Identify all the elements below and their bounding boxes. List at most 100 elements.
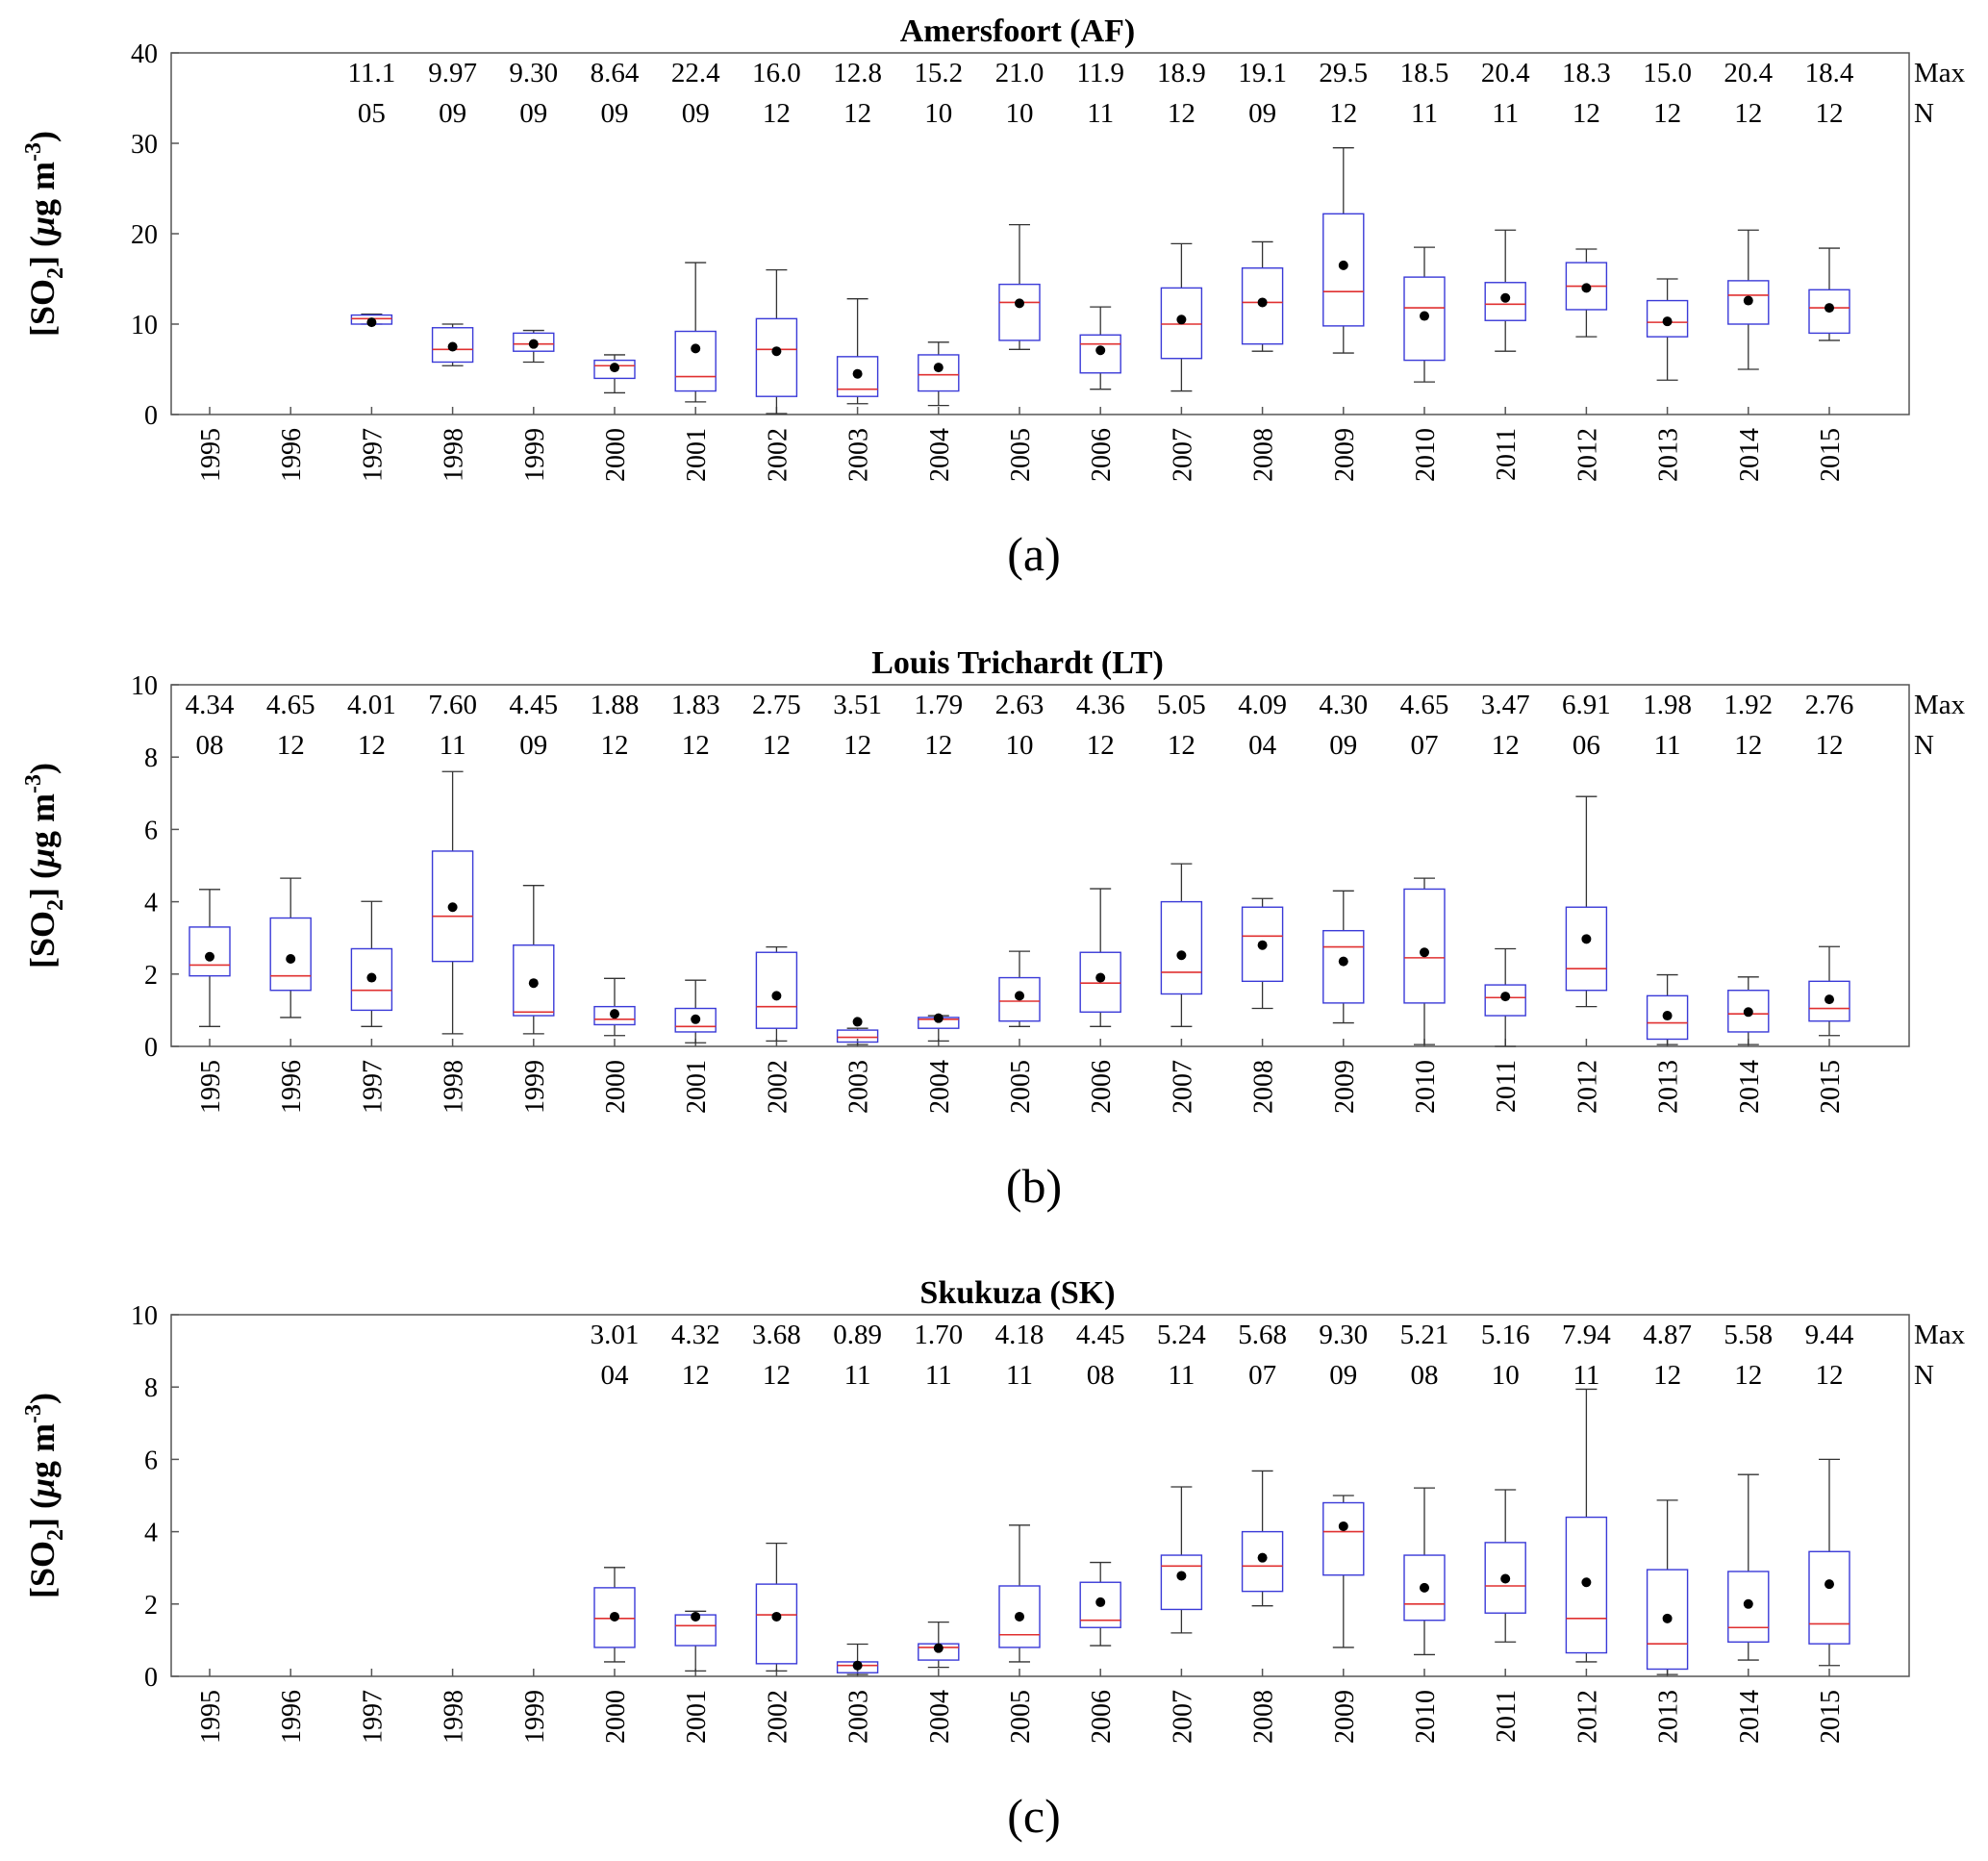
- box-1998: [431, 323, 474, 366]
- max-value-label: 19.1: [1238, 58, 1287, 88]
- iqr-box: [1241, 267, 1284, 345]
- max-value-label: 20.4: [1724, 58, 1773, 88]
- mean-marker: [1015, 298, 1024, 309]
- y-tick-label: 8: [144, 743, 158, 773]
- max-value-label: 1.70: [914, 1320, 963, 1350]
- max-value-label: 15.0: [1643, 58, 1692, 88]
- iqr-box: [1565, 906, 1608, 992]
- n-count-label: 11: [844, 1360, 871, 1391]
- max-value-label: 4.45: [509, 690, 558, 720]
- y-ticks: 0 2 4 6 8 10: [131, 671, 179, 1063]
- box-marks: [593, 1388, 1850, 1675]
- x-tick-label: 2009: [1330, 428, 1360, 482]
- y-tick-label: 4: [144, 1519, 158, 1548]
- box-2011: [1484, 1489, 1526, 1643]
- iqr-box: [1646, 994, 1689, 1041]
- y-tick-label: 30: [131, 130, 158, 160]
- y-tick-label: 2: [144, 961, 158, 991]
- iqr-box: [1079, 334, 1121, 374]
- max-value-label: 0.89: [833, 1320, 882, 1350]
- x-tick-label: 1998: [440, 428, 469, 482]
- panel-title: Amersfoort (AF): [900, 13, 1136, 49]
- n-count-label: 11: [925, 1360, 952, 1391]
- n-count-label: 12: [843, 98, 871, 129]
- n-count-label: 11: [1492, 98, 1519, 129]
- max-value-label: 11.1: [348, 58, 396, 88]
- mean-marker: [1176, 314, 1187, 325]
- iqr-box: [1322, 1501, 1365, 1576]
- mean-marker: [1743, 1598, 1753, 1609]
- box-2011: [1484, 947, 1526, 1047]
- box-2000: [593, 977, 636, 1037]
- n-count-label: 11: [440, 730, 466, 761]
- max-value-label: 4.65: [1400, 690, 1449, 720]
- max-value-label: 5.21: [1400, 1320, 1449, 1350]
- box-2002: [755, 945, 798, 1043]
- x-tick-label: 2000: [601, 1690, 631, 1744]
- n-count-label: 11: [1168, 1360, 1195, 1391]
- iqr-box: [1322, 213, 1365, 327]
- mean-marker: [1338, 260, 1348, 270]
- y-tick-label: 0: [144, 1033, 158, 1063]
- n-count-label: 12: [763, 730, 791, 761]
- box-2000: [593, 1567, 636, 1663]
- mean-marker: [1824, 1579, 1834, 1590]
- x-tick-label: 2009: [1330, 1060, 1360, 1114]
- box-2009: [1322, 147, 1365, 354]
- max-value-label: 18.3: [1562, 58, 1611, 88]
- mean-marker: [528, 978, 539, 989]
- box-2013: [1646, 278, 1689, 381]
- box-2003: [836, 1017, 879, 1045]
- mean-marker: [366, 317, 377, 328]
- x-tick-label: 2005: [1006, 1060, 1036, 1114]
- x-ticks: 1995 1996 1997 1998 1999 2000 2001 2002 2003 2004…: [196, 1669, 1846, 1744]
- x-tick-label: 2007: [1168, 1060, 1197, 1114]
- box-2010: [1403, 246, 1446, 383]
- x-tick-label: 2012: [1573, 1690, 1602, 1744]
- x-tick-label: 2013: [1654, 1060, 1684, 1114]
- n-count-label: 12: [843, 730, 871, 761]
- iqr-box: [1646, 1569, 1689, 1671]
- y-tick-label: 20: [131, 220, 158, 250]
- max-value-label: 12.8: [833, 58, 882, 88]
- max-value-label: 4.36: [1076, 690, 1125, 720]
- max-value-label: 7.60: [428, 690, 477, 720]
- x-tick-label: 2003: [844, 1060, 874, 1114]
- box-2014: [1727, 1473, 1770, 1661]
- mean-marker: [1095, 345, 1106, 356]
- max-value-label: 7.94: [1562, 1320, 1611, 1350]
- max-value-label: 1.92: [1724, 690, 1773, 720]
- x-tick-label: 1996: [277, 428, 307, 482]
- mean-marker: [205, 951, 214, 962]
- x-tick-label: 1995: [196, 1060, 226, 1114]
- max-value-label: 4.01: [347, 690, 396, 720]
- n-count-label: 12: [1734, 98, 1762, 129]
- mean-marker: [1176, 1571, 1187, 1581]
- n-count-label: 12: [1816, 98, 1844, 129]
- box-2002: [755, 1542, 798, 1672]
- mean-marker: [691, 343, 701, 354]
- panel-label: (a): [1007, 527, 1061, 581]
- n-count-label: 05: [358, 98, 386, 129]
- max-value-label: 2.75: [752, 690, 801, 720]
- box-2001: [674, 1610, 717, 1672]
- n-count-label: 11: [1411, 98, 1438, 129]
- mean-marker: [1420, 1582, 1429, 1593]
- max-value-label: 4.30: [1319, 690, 1368, 720]
- mean-marker: [771, 991, 782, 1001]
- iqr-box: [431, 850, 474, 963]
- box-2015: [1808, 945, 1850, 1037]
- n-count-label: 10: [1492, 1360, 1520, 1391]
- max-value-label: 3.47: [1481, 690, 1530, 720]
- x-ticks: 1995 1996 1997 1998 1999 2000 2001 2002 2003 2004…: [196, 1039, 1846, 1114]
- x-tick-label: 2015: [1816, 1060, 1846, 1114]
- n-count-label: 07: [1248, 1360, 1276, 1391]
- max-value-label: 9.97: [428, 58, 477, 88]
- iqr-box: [1079, 951, 1121, 1013]
- max-value-label: 5.16: [1481, 1320, 1530, 1350]
- iqr-box: [593, 1587, 636, 1648]
- box-2011: [1484, 229, 1526, 352]
- n-count-label: 12: [1168, 98, 1195, 129]
- y-tick-label: 10: [131, 311, 158, 340]
- n-count-label: 10: [1006, 730, 1034, 761]
